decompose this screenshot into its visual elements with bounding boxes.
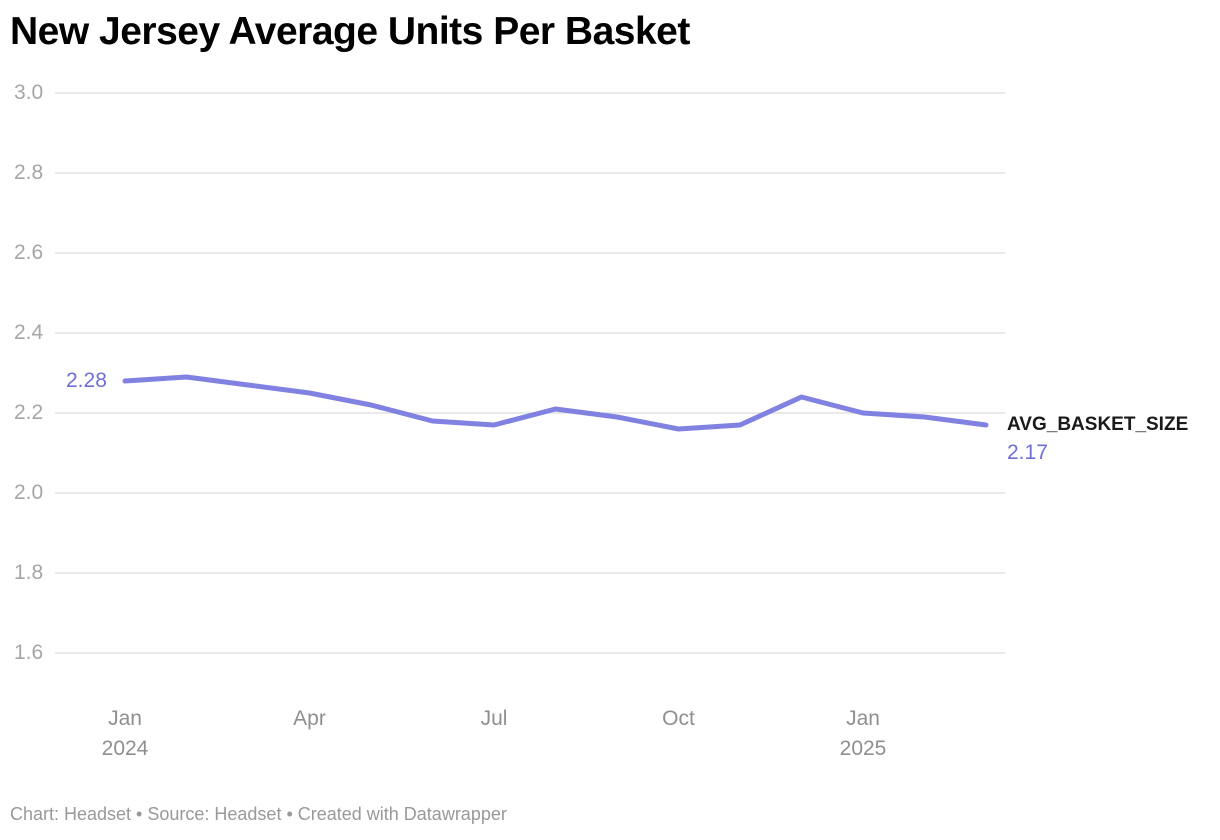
series-line [122,374,989,432]
x-axis-tick-label: Jul [480,707,508,730]
x-axis-tick-label: Jan [108,707,142,730]
y-axis-tick-label: 2.6 [14,241,44,264]
y-axis-tick-label: 2.0 [14,481,44,504]
chart-title: New Jersey Average Units Per Basket [10,10,690,53]
x-axis-tick-label: Oct [662,707,695,730]
series-start-value-label: 2.28 [66,369,107,392]
y-axis-tick-label: 2.4 [14,321,44,344]
y-axis-tick-label: 2.8 [14,161,44,184]
y-axis-tick-label: 1.8 [14,561,44,584]
y-axis-tick-label: 2.2 [14,401,44,424]
x-axis-tick-year-label: 2025 [839,737,887,760]
y-axis-tick-label: 1.6 [14,641,44,664]
x-axis-tick-label: Apr [293,707,326,730]
chart-footer: Chart: Headset • Source: Headset • Creat… [10,804,507,824]
x-axis-tick-label: Jan [846,707,880,730]
series-end-value-label: 2.17 [1007,441,1048,464]
series-name-label: AVG_BASKET_SIZE [1007,414,1189,435]
gridlines [55,92,1005,654]
y-axis-tick-label: 3.0 [14,81,44,104]
x-axis-tick-year-label: 2024 [101,737,149,760]
